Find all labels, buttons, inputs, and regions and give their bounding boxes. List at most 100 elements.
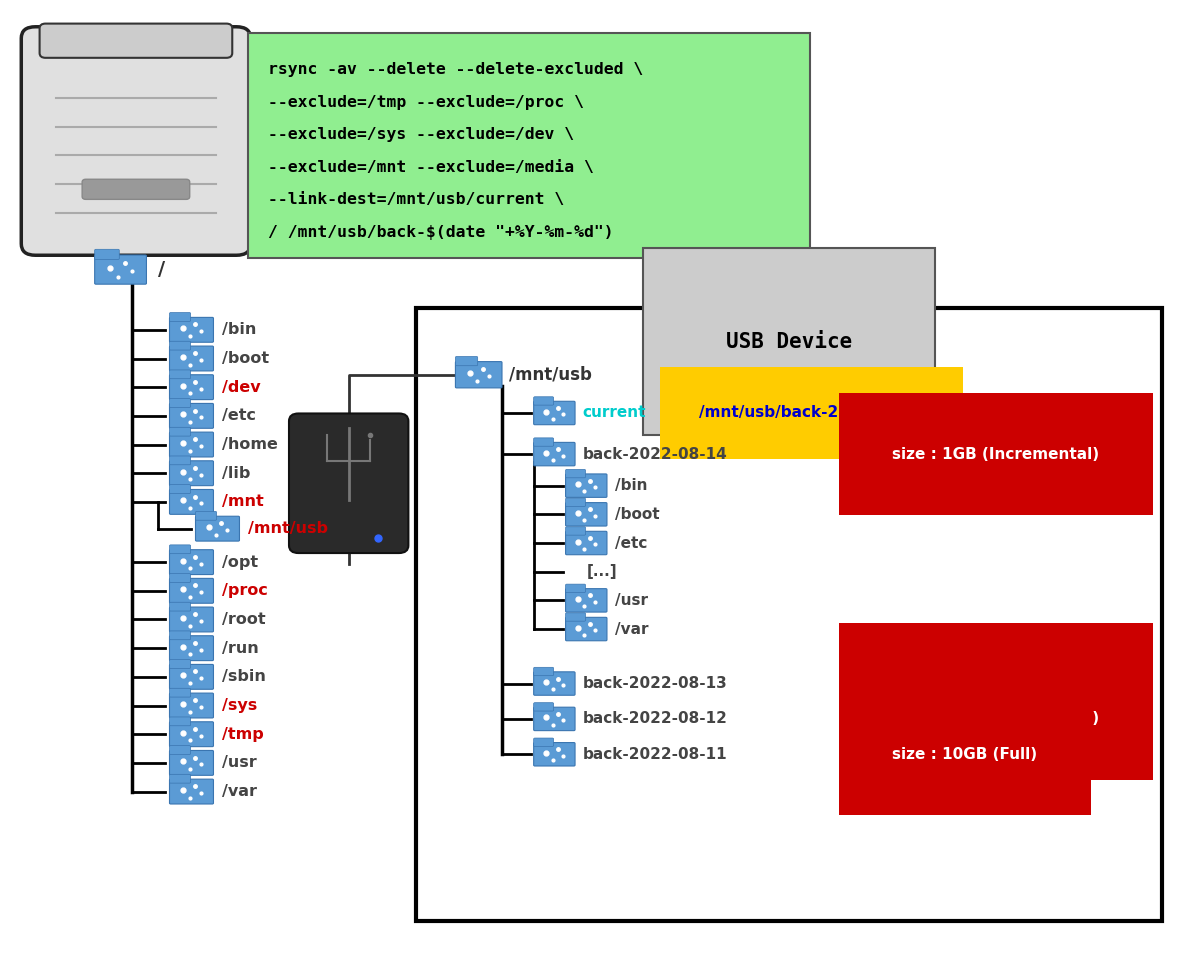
FancyBboxPatch shape	[534, 443, 574, 466]
FancyBboxPatch shape	[534, 738, 553, 747]
FancyBboxPatch shape	[169, 317, 214, 342]
FancyBboxPatch shape	[534, 667, 553, 676]
FancyBboxPatch shape	[169, 456, 190, 465]
Text: /var: /var	[222, 784, 258, 799]
Text: /mnt/usb/back-2022-08-14: /mnt/usb/back-2022-08-14	[699, 405, 926, 421]
Text: /mnt/usb: /mnt/usb	[248, 521, 329, 536]
Text: /usr: /usr	[615, 593, 648, 608]
FancyBboxPatch shape	[169, 432, 214, 457]
FancyBboxPatch shape	[565, 527, 585, 535]
Text: size : 1GB (Incremental): size : 1GB (Incremental)	[892, 446, 1099, 462]
Text: size : 1GB (Incremental): size : 1GB (Incremental)	[892, 711, 1099, 727]
FancyBboxPatch shape	[169, 750, 214, 775]
Text: /bin: /bin	[222, 322, 256, 337]
FancyBboxPatch shape	[195, 511, 216, 520]
Text: ->: ->	[668, 405, 687, 421]
FancyBboxPatch shape	[565, 613, 585, 621]
FancyBboxPatch shape	[565, 469, 585, 478]
FancyBboxPatch shape	[40, 24, 232, 57]
Text: /var: /var	[615, 621, 648, 637]
FancyBboxPatch shape	[169, 545, 190, 554]
FancyBboxPatch shape	[169, 461, 214, 486]
FancyBboxPatch shape	[169, 550, 214, 575]
FancyBboxPatch shape	[169, 485, 190, 493]
FancyBboxPatch shape	[534, 672, 574, 695]
Text: size : 2GB (Incremental): size : 2GB (Incremental)	[892, 676, 1099, 691]
Text: /boot: /boot	[615, 507, 660, 522]
FancyBboxPatch shape	[416, 308, 1162, 921]
FancyBboxPatch shape	[169, 602, 190, 611]
FancyBboxPatch shape	[248, 33, 810, 258]
FancyBboxPatch shape	[169, 403, 214, 428]
Text: /usr: /usr	[222, 755, 256, 771]
FancyBboxPatch shape	[169, 693, 214, 718]
FancyBboxPatch shape	[169, 399, 190, 407]
FancyBboxPatch shape	[169, 631, 190, 640]
Text: /boot: /boot	[222, 351, 269, 366]
Text: --link-dest=/mnt/usb/current \: --link-dest=/mnt/usb/current \	[268, 192, 565, 207]
Text: /opt: /opt	[222, 554, 259, 570]
Text: /etc: /etc	[222, 408, 256, 424]
Text: back-2022-08-12: back-2022-08-12	[583, 711, 728, 727]
FancyBboxPatch shape	[169, 578, 214, 603]
FancyBboxPatch shape	[565, 618, 608, 641]
FancyBboxPatch shape	[169, 717, 190, 726]
FancyBboxPatch shape	[534, 703, 553, 711]
Text: /lib: /lib	[222, 466, 251, 481]
Text: size : 10GB (Full): size : 10GB (Full)	[892, 747, 1038, 762]
Text: --exclude=/tmp --exclude=/proc \: --exclude=/tmp --exclude=/proc \	[268, 95, 584, 110]
FancyBboxPatch shape	[169, 313, 190, 321]
FancyBboxPatch shape	[288, 414, 409, 553]
FancyBboxPatch shape	[455, 357, 478, 366]
Text: /mnt/usb: /mnt/usb	[509, 366, 592, 383]
FancyBboxPatch shape	[565, 584, 585, 593]
FancyBboxPatch shape	[565, 532, 608, 554]
Text: /mnt: /mnt	[222, 494, 264, 510]
FancyBboxPatch shape	[169, 370, 190, 379]
FancyBboxPatch shape	[169, 636, 214, 661]
FancyBboxPatch shape	[169, 746, 190, 754]
Text: [...]: [...]	[586, 564, 617, 579]
FancyBboxPatch shape	[169, 346, 214, 371]
Text: /root: /root	[222, 612, 266, 627]
FancyBboxPatch shape	[169, 341, 190, 350]
FancyBboxPatch shape	[565, 498, 585, 507]
Text: --exclude=/sys --exclude=/dev \: --exclude=/sys --exclude=/dev \	[268, 127, 574, 142]
FancyBboxPatch shape	[169, 664, 214, 689]
FancyBboxPatch shape	[95, 255, 147, 284]
Text: back-2022-08-13: back-2022-08-13	[583, 676, 727, 691]
Text: /bin: /bin	[615, 478, 647, 493]
Text: --exclude=/mnt --exclude=/media \: --exclude=/mnt --exclude=/media \	[268, 160, 595, 175]
FancyBboxPatch shape	[565, 474, 608, 497]
FancyBboxPatch shape	[195, 516, 240, 541]
FancyBboxPatch shape	[82, 180, 190, 200]
FancyBboxPatch shape	[534, 438, 553, 446]
Text: rsync -av --delete --delete-excluded \: rsync -av --delete --delete-excluded \	[268, 62, 643, 77]
Text: /tmp: /tmp	[222, 727, 264, 742]
FancyBboxPatch shape	[565, 589, 608, 612]
Text: /home: /home	[222, 437, 278, 452]
Text: /dev: /dev	[222, 380, 261, 395]
FancyBboxPatch shape	[169, 722, 214, 747]
FancyBboxPatch shape	[534, 402, 574, 424]
FancyBboxPatch shape	[565, 503, 608, 526]
Text: current: current	[583, 405, 647, 421]
FancyBboxPatch shape	[534, 743, 574, 766]
FancyBboxPatch shape	[169, 607, 214, 632]
FancyBboxPatch shape	[169, 779, 214, 804]
FancyBboxPatch shape	[534, 397, 553, 405]
Text: / /mnt/usb/back-$(date "+%Y-%m-%d"): / /mnt/usb/back-$(date "+%Y-%m-%d")	[268, 225, 613, 240]
Text: /run: /run	[222, 641, 259, 656]
Text: /etc: /etc	[615, 535, 647, 551]
FancyBboxPatch shape	[169, 489, 214, 514]
FancyBboxPatch shape	[455, 361, 502, 388]
Text: /: /	[158, 260, 165, 279]
FancyBboxPatch shape	[169, 427, 190, 436]
FancyBboxPatch shape	[169, 660, 190, 668]
FancyBboxPatch shape	[21, 27, 251, 255]
Text: /sys: /sys	[222, 698, 258, 713]
Text: /proc: /proc	[222, 583, 268, 598]
FancyBboxPatch shape	[169, 375, 214, 400]
FancyBboxPatch shape	[169, 574, 190, 582]
Text: USB Device: USB Device	[726, 332, 852, 352]
